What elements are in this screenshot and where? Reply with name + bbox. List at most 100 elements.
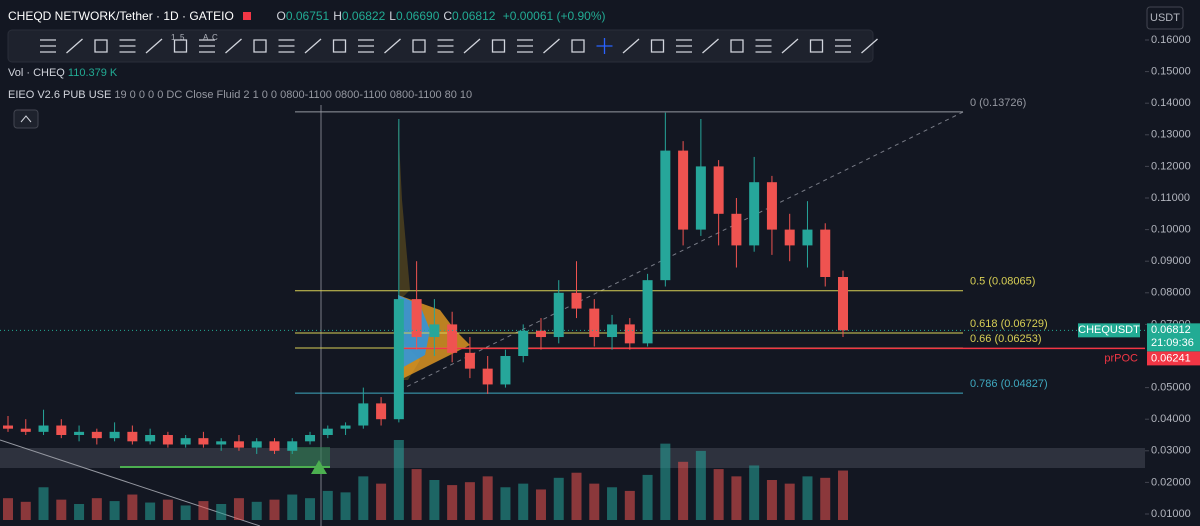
candle-body <box>305 435 316 442</box>
countdown: 21:09:36 <box>1151 337 1194 349</box>
volume-bar <box>56 499 67 520</box>
icon <box>809 39 824 53</box>
candle-body <box>358 403 369 426</box>
icon <box>676 39 692 53</box>
y-tick-label: 0.13000 <box>1151 129 1191 141</box>
candle-body <box>642 280 653 344</box>
fib-label: 0 (0.13726) <box>970 97 1026 109</box>
icon <box>66 38 83 54</box>
volume-bar <box>802 476 813 520</box>
volume-bar <box>518 483 529 520</box>
icon-text: A <box>203 33 209 42</box>
price-axis <box>1145 0 1200 526</box>
volume-bar <box>305 498 316 520</box>
candle-body <box>393 299 404 420</box>
ohlc-key: L <box>389 9 396 23</box>
icon <box>94 39 108 53</box>
volume-bar <box>535 489 546 520</box>
candle-body <box>838 277 848 331</box>
volume-bar <box>447 485 458 520</box>
icon <box>622 38 640 54</box>
volume-bar <box>393 440 404 520</box>
candle-body <box>429 324 440 338</box>
volume-bar <box>678 461 689 520</box>
volume-bar <box>233 498 244 520</box>
buy-signal <box>311 460 327 474</box>
ohlc-value: 0.06690 <box>395 9 440 23</box>
indicator-params: 19 0 0 0 0 DC Close Fluid 2 1 0 0 0800-1… <box>114 89 473 101</box>
currency-button[interactable] <box>1146 6 1184 30</box>
volume-bar <box>20 501 31 520</box>
ohlc-key: C <box>443 9 453 23</box>
volume-bar <box>642 474 653 520</box>
candle-body <box>38 425 49 432</box>
candle-body <box>109 431 120 439</box>
icon <box>702 38 719 54</box>
icon <box>861 38 878 54</box>
candle-body <box>74 431 85 435</box>
candle-body <box>216 441 227 445</box>
currency: USDT <box>1150 12 1180 24</box>
icon <box>730 39 744 53</box>
fib-label: 0.5 (0.08065) <box>970 276 1035 288</box>
candle-body <box>127 431 138 442</box>
y-tick-label: 0.15000 <box>1151 66 1191 78</box>
y-tick-label: 0.10000 <box>1151 224 1191 236</box>
volume-bar <box>571 472 582 520</box>
volume-bar <box>38 487 49 520</box>
volume-bar <box>589 483 600 520</box>
candle-body <box>784 229 795 246</box>
candle-body <box>376 403 387 420</box>
icon-text: 1 <box>171 33 176 42</box>
ohlc-value: 0.06751 <box>285 9 330 23</box>
y-tick-label: 0.01000 <box>1151 508 1191 520</box>
candle-body <box>322 428 333 435</box>
candle-body <box>535 330 546 338</box>
fib-label: 0.786 (0.04827) <box>970 378 1048 390</box>
candle-body <box>749 182 760 246</box>
candle-body <box>287 441 298 451</box>
candle-body <box>820 229 831 277</box>
y-tick-label: 0.16000 <box>1151 34 1191 46</box>
poc-name: prPOC <box>1104 352 1138 364</box>
poc-tag <box>1147 351 1200 366</box>
header-line: CHEQD NETWORK/Tether · 1D · GATEIO O0.06… <box>8 9 606 23</box>
candle-body <box>678 150 689 230</box>
volume-bar <box>198 501 209 520</box>
volume-bar <box>74 504 85 520</box>
volume-bar <box>731 476 742 520</box>
volume-bar <box>660 443 671 520</box>
candle-body <box>447 324 458 353</box>
ohlc-value: 0.06822 <box>341 9 386 23</box>
toolbar-icons <box>40 38 878 54</box>
icon <box>463 38 481 54</box>
fib-label: 0.66 (0.06253) <box>970 333 1042 345</box>
volume-bar <box>269 499 280 520</box>
candle-body <box>731 213 742 246</box>
icon <box>145 38 163 54</box>
y-tick-label: 0.04000 <box>1151 413 1191 425</box>
ohlc-key: H <box>333 9 342 23</box>
change: +0.00061 (+0.90%) <box>502 9 606 23</box>
candle-body <box>145 435 156 442</box>
last-price: 0.06812 <box>1151 324 1191 336</box>
volume-bar <box>109 501 120 520</box>
volume-label: Vol · CHEQ <box>8 67 65 79</box>
icon <box>40 39 56 53</box>
flag[interactable] <box>243 12 252 20</box>
volume-bar <box>482 476 493 520</box>
volume-bar <box>162 499 173 520</box>
candle-body <box>802 229 813 246</box>
volume-bar <box>322 490 333 520</box>
icon <box>491 39 506 53</box>
symbol: CHEQD NETWORK/Tether · 1D · GATEIO <box>8 9 234 23</box>
collapse-button[interactable] <box>13 109 39 129</box>
icon <box>755 39 772 53</box>
candle-body <box>340 425 351 429</box>
y-tick-label: 0.05000 <box>1151 382 1191 394</box>
icon <box>571 39 585 53</box>
range-zone <box>0 448 1145 468</box>
icon <box>278 39 295 53</box>
poc-price: 0.06241 <box>1151 352 1191 364</box>
y-tick-label: 0.02000 <box>1151 476 1191 488</box>
